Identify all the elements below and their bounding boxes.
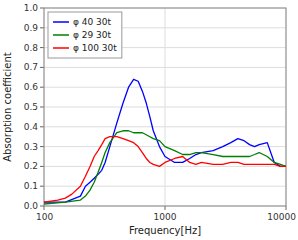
tick-label: 1000 (154, 212, 177, 222)
line (44, 79, 286, 202)
legend-swatch (53, 21, 69, 23)
legend: φ 40 30t φ 29 30t φ 100 30t (48, 12, 122, 58)
tick (40, 146, 44, 147)
tick-label: 0.3 (24, 142, 38, 152)
y-axis-label: Absorption coefficient (2, 52, 13, 162)
tick (40, 206, 44, 207)
tick-label: 0.0 (24, 201, 39, 211)
tick (40, 87, 44, 88)
tick-label: 0.4 (24, 122, 39, 132)
line (44, 137, 286, 202)
legend-label: φ 40 30t (73, 17, 112, 27)
tick (40, 27, 44, 28)
grid-line (165, 8, 166, 206)
tick (40, 8, 44, 9)
tick-label: 0.7 (24, 62, 38, 72)
axes: 0.0 0.1 0.2 0.3 0.4 0.5 0.6 0.7 0.8 0.9 1.0 100 1000… (24, 3, 297, 222)
frame (44, 8, 286, 206)
tick-label: 0.5 (24, 102, 38, 112)
tick (40, 47, 44, 48)
tick-label: 0.1 (24, 181, 38, 191)
tick (40, 67, 44, 68)
tick (40, 186, 44, 187)
tick-label: 0.8 (24, 43, 39, 53)
tick-label: 1.0 (24, 3, 39, 13)
legend-swatch (53, 34, 69, 36)
legend-swatch (53, 47, 69, 49)
tick (165, 206, 166, 210)
tick-label: 0.9 (24, 23, 39, 33)
tick (286, 206, 287, 210)
x-axis-label: Frequency[Hz] (129, 225, 201, 236)
plot-area (44, 8, 286, 206)
legend-label: φ 29 30t (73, 30, 112, 40)
tick (44, 206, 45, 210)
tick-label: 10000 (267, 212, 296, 222)
tick (40, 126, 44, 127)
line (44, 131, 286, 204)
series-group (44, 79, 286, 204)
grid (44, 8, 286, 206)
tick (40, 166, 44, 167)
tick-label: 0.2 (24, 161, 38, 171)
tick-label: 0.6 (24, 82, 39, 92)
chart: 0.0 0.1 0.2 0.3 0.4 0.5 0.6 0.7 0.8 0.9 1.0 100 1000… (0, 0, 298, 240)
tick (40, 107, 44, 108)
legend-box (48, 12, 122, 58)
tick-label: 100 (36, 212, 53, 222)
legend-label: φ 100 30t (73, 43, 117, 53)
